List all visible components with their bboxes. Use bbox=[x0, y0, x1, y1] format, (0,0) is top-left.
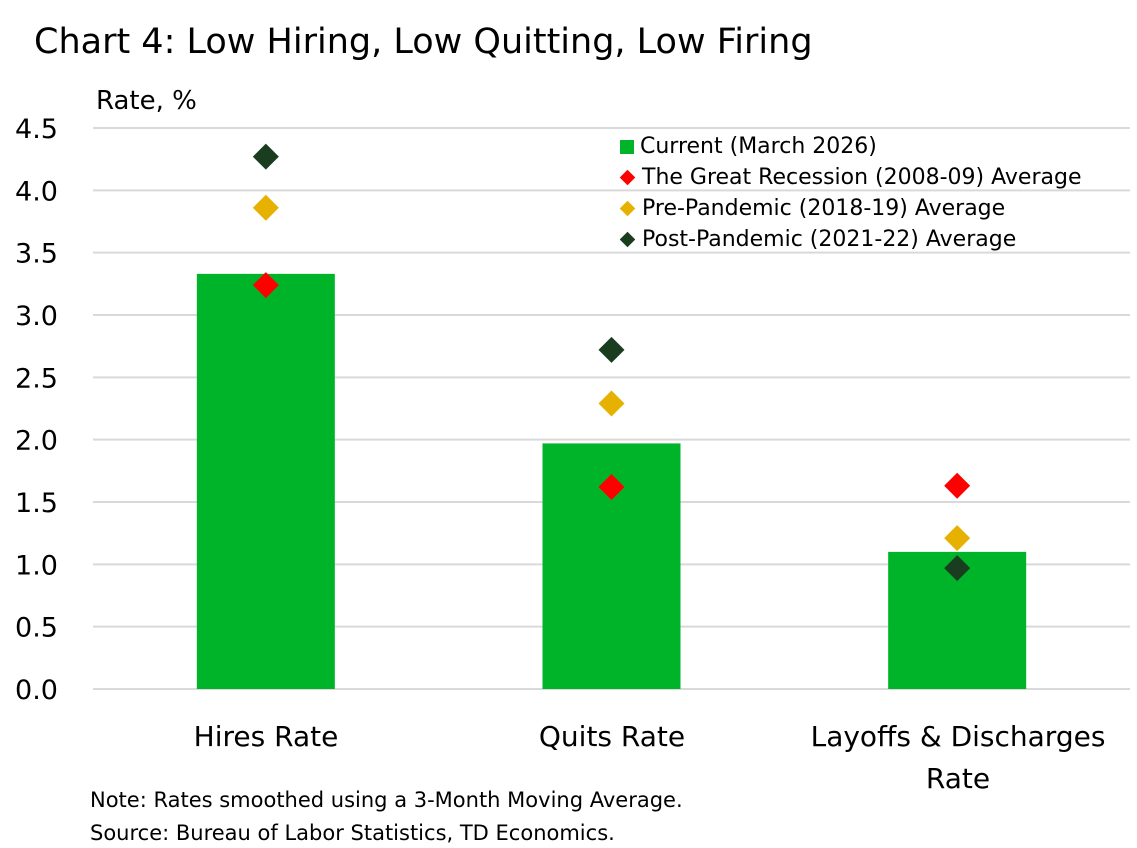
legend-diamond-icon bbox=[619, 200, 636, 217]
y-tick-labels: 0.0 0.5 1.0 1.5 2.0 2.5 3.0 3.5 4.0 4.5 bbox=[15, 114, 58, 706]
diamond-marker bbox=[252, 143, 279, 170]
diamond-marker bbox=[598, 390, 625, 417]
y-tick-label: 2.5 bbox=[15, 363, 58, 394]
diamond-marker bbox=[598, 336, 625, 363]
x-tick-label: Quits Rate bbox=[538, 720, 686, 753]
legend-label: The Great Recession (2008-09) Average bbox=[642, 165, 1082, 190]
legend-diamond-icon bbox=[619, 231, 636, 248]
legend-label: Pre-Pandemic (2018-19) Average bbox=[642, 196, 1006, 221]
diamond-marker bbox=[944, 555, 971, 582]
legend-item-post-pandemic: Post-Pandemic (2021-22) Average bbox=[619, 224, 1081, 255]
y-tick-label: 4.5 bbox=[15, 114, 58, 145]
y-axis-label: Rate, % bbox=[96, 86, 197, 116]
legend-square-icon bbox=[620, 139, 634, 154]
x-tick-label: Layoffs & Discharges Rate bbox=[810, 720, 1106, 795]
legend-label: Post-Pandemic (2021-22) Average bbox=[642, 227, 1017, 252]
diamond-marker bbox=[944, 525, 971, 552]
y-tick-label: 3.5 bbox=[15, 239, 58, 270]
y-tick-label: 4.0 bbox=[15, 176, 58, 207]
diamond-marker bbox=[944, 472, 971, 499]
diamond-marker bbox=[598, 474, 625, 501]
y-tick-label: 3.0 bbox=[15, 301, 58, 332]
legend-item-great-recession: The Great Recession (2008-09) Average bbox=[619, 162, 1082, 193]
diamond-marker bbox=[252, 194, 279, 221]
markers bbox=[252, 143, 971, 582]
chart-title: Chart 4: Low Hiring, Low Quitting, Low F… bbox=[34, 22, 813, 62]
bar bbox=[196, 273, 335, 689]
legend: Current (March 2026) The Great Recession… bbox=[619, 131, 1082, 255]
bars bbox=[196, 273, 1027, 689]
legend-label: Current (March 2026) bbox=[640, 134, 877, 159]
x-tick-label: Hires Rate bbox=[193, 720, 339, 753]
legend-item-pre-pandemic: Pre-Pandemic (2018-19) Average bbox=[619, 193, 1081, 224]
diamond-marker bbox=[252, 272, 279, 299]
y-tick-label: 0.0 bbox=[15, 675, 58, 706]
legend-diamond-icon bbox=[619, 169, 636, 186]
legend-item-current: Current (March 2026) bbox=[620, 131, 1081, 162]
source-text: Source: Bureau of Labor Statistics, TD E… bbox=[90, 821, 615, 845]
y-tick-label: 1.0 bbox=[15, 550, 58, 581]
y-tick-label: 1.5 bbox=[15, 488, 58, 519]
note-text: Note: Rates smoothed using a 3-Month Mov… bbox=[90, 788, 683, 812]
y-tick-label: 0.5 bbox=[15, 613, 58, 644]
y-tick-label: 2.0 bbox=[15, 426, 58, 457]
